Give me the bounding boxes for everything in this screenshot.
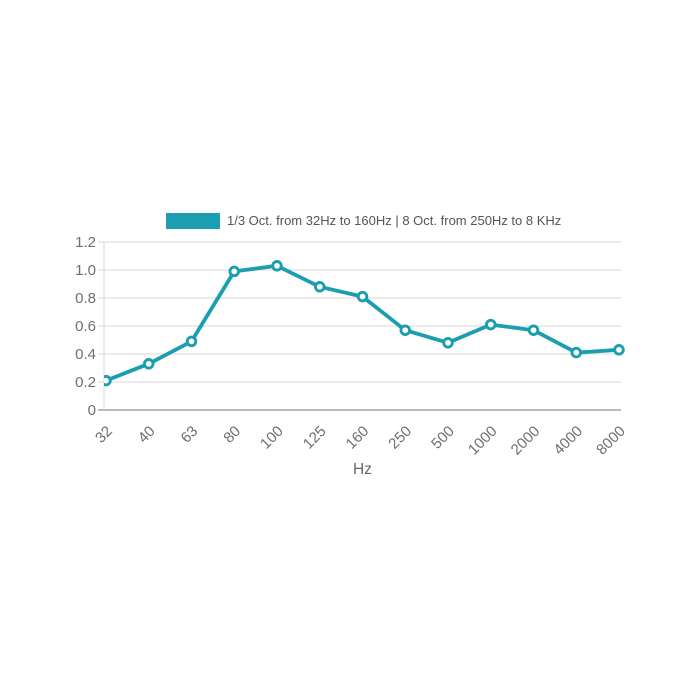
y-tick-label: 0 [88, 402, 96, 419]
data-point-2000hz[interactable] [527, 324, 540, 336]
data-point-250hz[interactable] [399, 324, 412, 336]
x-tick-label: 100 [257, 423, 287, 453]
x-tick-label: 8000 [593, 423, 629, 459]
x-tick-label: 1000 [465, 423, 501, 459]
data-point-40hz[interactable] [142, 358, 155, 370]
y-tick-label: 0.4 [75, 346, 96, 363]
legend-label: 1/3 Oct. from 32Hz to 160Hz | 8 Oct. fro… [227, 213, 562, 228]
data-point-80hz[interactable] [228, 265, 240, 278]
x-axis-title: Hz [353, 461, 372, 478]
x-tick-label: 4000 [550, 423, 586, 459]
x-tick-label: 125 [300, 423, 330, 453]
series-line [105, 263, 620, 383]
x-tick-label: 32 [92, 423, 116, 447]
x-tick-label: 250 [385, 423, 415, 453]
y-tick-label: 1.2 [75, 234, 96, 251]
x-tick-label: 40 [135, 423, 159, 447]
chart-legend[interactable]: 1/3 Oct. from 32Hz to 160Hz | 8 Oct. fro… [166, 213, 561, 229]
y-tick-label: 0.6 [75, 318, 96, 335]
data-point-500hz[interactable] [442, 337, 454, 349]
data-point-63hz[interactable] [185, 335, 198, 348]
series-group [102, 260, 625, 387]
data-point-32hz[interactable] [102, 374, 112, 387]
legend-swatch [166, 213, 220, 229]
x-tick-label: 80 [220, 423, 244, 447]
data-point-160hz[interactable] [356, 290, 369, 303]
x-tick-label: 63 [178, 423, 202, 447]
data-point-100hz[interactable] [271, 260, 283, 272]
y-tick-label: 1.0 [75, 262, 96, 279]
y-tick-label: 0.2 [75, 374, 96, 391]
x-tick-label: 2000 [508, 423, 544, 459]
x-tick-label: 160 [343, 423, 373, 453]
data-point-125hz[interactable] [314, 281, 326, 293]
y-tick-label: 0.8 [75, 290, 96, 307]
x-tick-label: 500 [428, 423, 458, 453]
data-point-1000hz[interactable] [485, 318, 497, 331]
data-point-8000hz[interactable] [613, 344, 625, 356]
data-point-4000hz[interactable] [570, 346, 583, 359]
